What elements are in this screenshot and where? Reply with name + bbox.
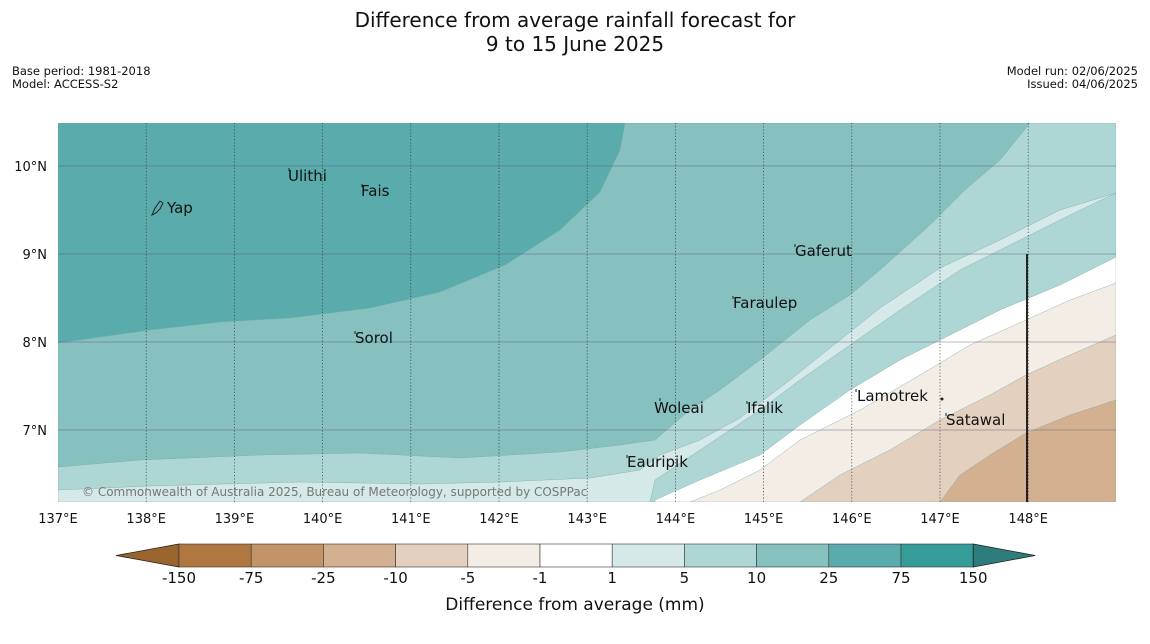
colorbar-segment xyxy=(900,543,974,568)
place-label-eauripik: Eauripik xyxy=(627,453,688,471)
longitude-label: 147°E xyxy=(920,512,960,527)
colorbar-tick-label: -10 xyxy=(383,569,408,587)
meta-right: Model run: 02/06/2025 Issued: 04/06/2025 xyxy=(1007,65,1138,91)
longitude-label: 145°E xyxy=(744,512,784,527)
latitude-labels: 10°N 9°N 8°N 7°N xyxy=(14,160,47,439)
place-label-fais: Fais xyxy=(361,182,390,200)
place-label-ulithi: Ulithi xyxy=(288,167,327,185)
colorbar-over-arrow xyxy=(972,543,1036,568)
place-label-woleai: Woleai xyxy=(654,399,704,417)
band-very-wet xyxy=(58,123,626,344)
longitude-label: 142°E xyxy=(479,512,519,527)
colorbar-segment xyxy=(756,543,830,568)
base-period: Base period: 1981-2018 xyxy=(12,64,151,78)
title-line-2: 9 to 15 June 2025 xyxy=(485,32,665,56)
colorbar-tick-label: 150 xyxy=(959,569,988,587)
issued-date: Issued: 04/06/2025 xyxy=(1027,77,1138,91)
colorbar-segment xyxy=(323,543,396,568)
longitude-labels: 137°E 138°E 139°E 140°E 141°E 142°E 143°E 144°E… xyxy=(38,512,1048,527)
colorbar-segment xyxy=(250,543,324,568)
copyright-notice: © Commonwealth of Australia 2025, Bureau… xyxy=(82,485,587,499)
longitude-label: 138°E xyxy=(126,512,166,527)
colorbar-tick-label: 5 xyxy=(680,569,690,587)
map-title: Difference from average rainfall forecas… xyxy=(0,8,1150,56)
colorbar-segment xyxy=(539,543,613,568)
colorbar xyxy=(115,543,1036,568)
colorbar-tick-label: -25 xyxy=(311,569,336,587)
colorbar-tick-label: 75 xyxy=(891,569,910,587)
longitude-label: 141°E xyxy=(391,512,431,527)
colorbar-tick-labels: -150 -75 -25 -10 -5 -1 1 5 10 25 75 150 xyxy=(162,569,988,587)
colorbar-label: Difference from average (mm) xyxy=(445,595,704,615)
colorbar-under-arrow xyxy=(115,543,180,568)
colorbar-segment xyxy=(684,543,757,568)
colorbar-tick-label: 1 xyxy=(607,569,617,587)
meta-left: Base period: 1981-2018 Model: ACCESS-S2 xyxy=(12,65,151,91)
island-marks xyxy=(151,168,947,458)
colorbar-tick-label: -150 xyxy=(162,569,196,587)
colorbar-segment xyxy=(467,543,541,568)
longitude-label: 139°E xyxy=(215,512,255,527)
place-label-ifalik: Ifalik xyxy=(747,399,783,417)
colorbar-tick-label: -5 xyxy=(460,569,475,587)
band-slightly-wet xyxy=(58,192,1116,502)
colorbar-tick-label: 25 xyxy=(819,569,838,587)
colorbar-tick-label: -75 xyxy=(239,569,264,587)
longitude-label: 143°E xyxy=(567,512,607,527)
model-run: Model run: 02/06/2025 xyxy=(1006,64,1138,78)
graticule xyxy=(58,123,1116,502)
place-label-lamotrek: Lamotrek xyxy=(857,387,928,405)
colorbar-segment xyxy=(395,543,469,568)
place-label-faraulep: Faraulep xyxy=(733,294,797,312)
latitude-label: 8°N xyxy=(23,336,48,351)
colorbar-segment xyxy=(611,543,685,568)
place-labels: Yap Ulithi Fais Gaferut Faraulep Sorol W… xyxy=(166,167,1005,471)
place-label-yap: Yap xyxy=(166,199,193,217)
latitude-label: 10°N xyxy=(14,160,47,175)
colorbar-segment xyxy=(178,543,252,568)
colorbar-tick-label: 10 xyxy=(747,569,766,587)
latitude-label: 9°N xyxy=(23,248,48,263)
longitude-label: 137°E xyxy=(38,512,78,527)
title-line-1: Difference from average rainfall forecas… xyxy=(354,8,796,32)
band-dry xyxy=(939,399,1116,502)
colorbar-segment xyxy=(828,543,902,568)
place-label-satawal: Satawal xyxy=(946,411,1005,429)
place-label-sorol: Sorol xyxy=(355,329,393,347)
colorbar-tick-label: -1 xyxy=(533,569,548,587)
longitude-label: 140°E xyxy=(303,512,343,527)
latitude-label: 7°N xyxy=(23,424,48,439)
yap-island-outline xyxy=(151,200,164,217)
longitude-label: 144°E xyxy=(656,512,696,527)
place-label-gaferut: Gaferut xyxy=(795,242,852,260)
longitude-label: 148°E xyxy=(1008,512,1048,527)
model-name: Model: ACCESS-S2 xyxy=(12,77,119,91)
longitude-label: 146°E xyxy=(832,512,872,527)
small-island-dot xyxy=(940,397,944,401)
